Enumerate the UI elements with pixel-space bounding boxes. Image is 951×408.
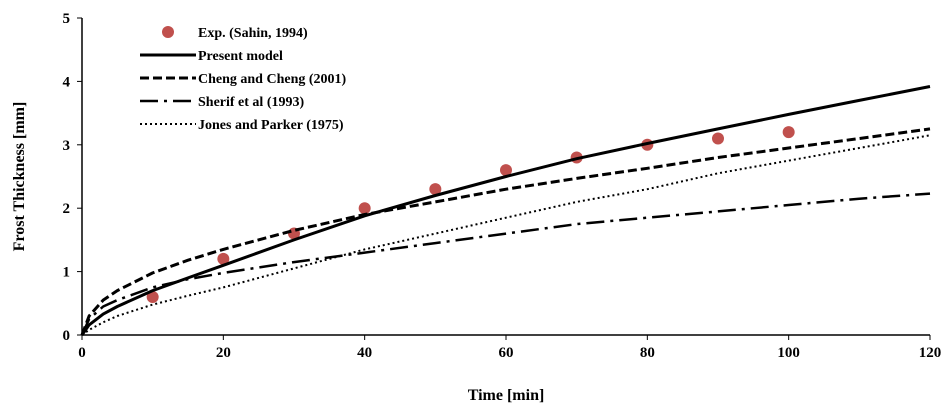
series-layer (80, 85, 931, 336)
x-tick-label: 100 (777, 345, 800, 361)
axes: 0 20 40 60 80 100 120 0 1 2 3 4 5 (63, 11, 942, 361)
x-tick-label: 80 (640, 345, 655, 361)
legend-label: Exp. (Sahin, 1994) (198, 26, 308, 41)
series-line-2 (80, 127, 931, 336)
data-point (429, 183, 442, 196)
x-tick-label: 40 (357, 345, 372, 361)
legend-label: Jones and Parker (1975) (198, 118, 344, 133)
y-tick-label: 0 (63, 328, 71, 344)
legend: Exp. (Sahin, 1994) Present model Cheng and… (140, 26, 347, 133)
y-tick-label: 3 (63, 138, 71, 154)
y-tick-label: 2 (63, 201, 71, 217)
x-tick-label: 120 (919, 345, 942, 361)
legend-label: Cheng and Cheng (2001) (198, 72, 347, 87)
x-axis-title: Time [min] (468, 387, 545, 404)
y-tick-label: 1 (63, 265, 71, 281)
data-point (712, 132, 724, 145)
y-tick-label: 5 (63, 11, 71, 27)
legend-label: Present model (198, 49, 283, 64)
legend-marker (162, 26, 174, 38)
data-point (358, 202, 371, 215)
y-axis-title: Frost Thickness [mm] (11, 102, 28, 252)
x-tick-label: 60 (499, 345, 514, 361)
series-line-3 (80, 192, 931, 336)
data-point (217, 252, 230, 265)
data-point (782, 126, 795, 139)
y-tick-label: 4 (63, 74, 71, 90)
data-point (500, 164, 512, 177)
data-point (146, 290, 159, 303)
x-tick-label: 20 (216, 345, 231, 361)
legend-label: Sherif et al (1993) (198, 95, 304, 110)
x-tick-label: 0 (78, 345, 86, 361)
series-line-4 (81, 134, 931, 336)
